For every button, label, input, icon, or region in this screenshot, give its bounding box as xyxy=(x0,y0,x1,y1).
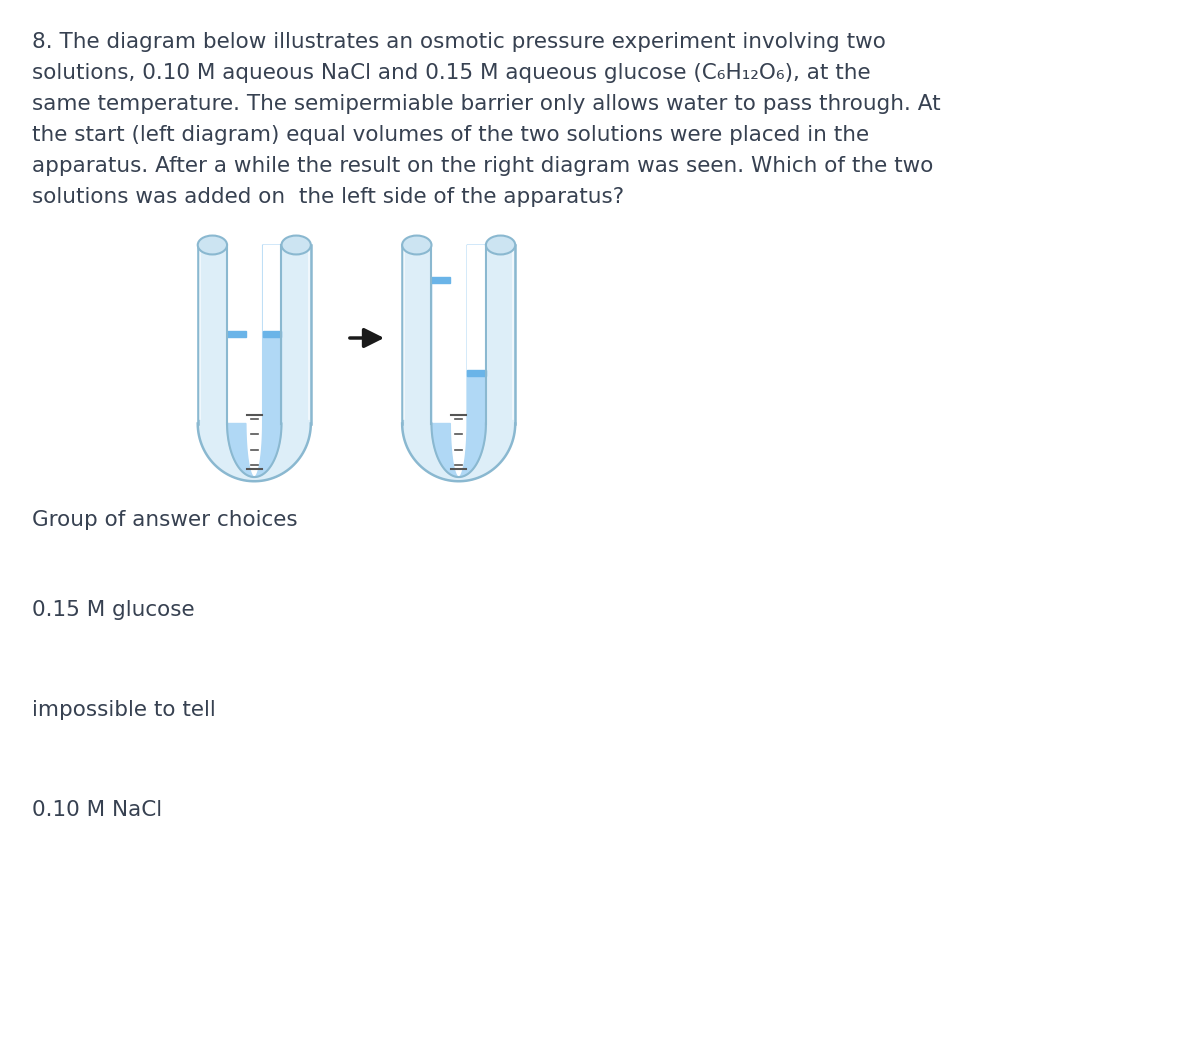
Polygon shape xyxy=(263,245,282,331)
Text: Group of answer choices: Group of answer choices xyxy=(32,510,298,530)
Polygon shape xyxy=(432,245,486,477)
Text: impossible to tell: impossible to tell xyxy=(32,700,216,720)
Text: 8. The diagram below illustrates an osmotic pressure experiment involving two: 8. The diagram below illustrates an osmo… xyxy=(32,32,886,52)
Text: 0.10 M NaCl: 0.10 M NaCl xyxy=(32,800,162,821)
Text: the start (left diagram) equal volumes of the two solutions were placed in the: the start (left diagram) equal volumes o… xyxy=(32,125,869,145)
Polygon shape xyxy=(263,331,282,337)
Text: solutions was added on  the left side of the apparatus?: solutions was added on the left side of … xyxy=(32,187,624,207)
Ellipse shape xyxy=(198,235,227,254)
Text: same temperature. The semipermiable barrier only allows water to pass through. A: same temperature. The semipermiable barr… xyxy=(32,94,941,114)
Text: solutions, 0.10 M aqueous NaCl and 0.15 M aqueous glucose (C₆H₁₂O₆), at the: solutions, 0.10 M aqueous NaCl and 0.15 … xyxy=(32,63,870,83)
Ellipse shape xyxy=(402,235,432,254)
Polygon shape xyxy=(432,277,450,283)
Polygon shape xyxy=(227,245,282,477)
Polygon shape xyxy=(227,331,246,337)
Polygon shape xyxy=(198,245,311,482)
Text: apparatus. After a while the result on the right diagram was seen. Which of the : apparatus. After a while the result on t… xyxy=(32,156,934,176)
Polygon shape xyxy=(467,370,486,376)
Polygon shape xyxy=(227,245,246,331)
Text: 0.15 M glucose: 0.15 M glucose xyxy=(32,600,194,620)
Polygon shape xyxy=(467,245,486,370)
Ellipse shape xyxy=(282,235,311,254)
Polygon shape xyxy=(432,245,450,277)
Ellipse shape xyxy=(486,235,515,254)
Polygon shape xyxy=(402,245,515,482)
